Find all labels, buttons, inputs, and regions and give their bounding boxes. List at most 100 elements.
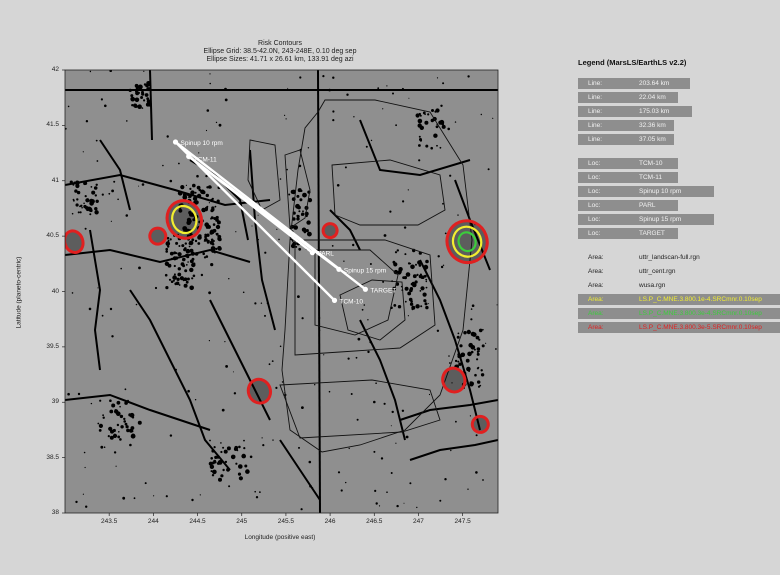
terrain-dot (382, 108, 384, 110)
terrain-dot (254, 490, 256, 493)
terrain-dot (238, 464, 243, 469)
terrain-dot (224, 460, 228, 464)
legend-key: Loc: (588, 188, 601, 195)
terrain-dot (102, 414, 104, 417)
terrain-dot (123, 420, 126, 423)
terrain-dot (135, 91, 140, 96)
y-tick-label: 41 (51, 176, 59, 184)
terrain-dot (414, 280, 418, 284)
trajectory-points: Spinup 10 rpm TCM-11 PARL Spinup 15 rpm TARG… (172, 139, 396, 305)
terrain-dot (466, 329, 471, 335)
terrain-dot (262, 444, 265, 447)
terrain-dot (299, 198, 303, 202)
terrain-dot (178, 284, 181, 286)
terrain-dot (396, 504, 399, 508)
terrain-dot (140, 96, 144, 99)
terrain-dot (266, 302, 269, 305)
chart-subtitle-2: Ellipse Sizes: 41.71 x 26.61 km, 133.91 … (206, 56, 354, 63)
terrain-dot (370, 139, 373, 142)
terrain-dot (194, 191, 197, 194)
terrain-dot (261, 437, 263, 439)
terrain-dot (72, 183, 75, 186)
terrain-dot (214, 455, 218, 459)
terrain-dot (115, 465, 117, 467)
terrain-dot (401, 87, 404, 90)
terrain-dot (233, 455, 236, 457)
terrain-dot (419, 125, 424, 130)
terrain-dot (134, 97, 140, 103)
chart-subtitle-1: Ellipse Grid: 38.5-42.0N, 243-248E, 0.10… (203, 48, 357, 55)
terrain-dot (392, 92, 394, 95)
terrain-dot (467, 351, 472, 357)
risk-contour-red (441, 366, 467, 394)
terrain-dot (470, 350, 474, 354)
legend-value: uttr_cent.rgn (639, 268, 676, 275)
terrain-dot (84, 195, 87, 198)
legend-key: Area: (588, 310, 604, 317)
terrain-dot (411, 308, 414, 311)
terrain-dot (482, 328, 484, 331)
terrain-dot (204, 222, 209, 227)
point-marker (331, 297, 338, 303)
terrain-dot (141, 92, 145, 96)
terrain-dot (475, 335, 480, 340)
terrain-road (99, 139, 131, 211)
terrain-dot (74, 180, 80, 186)
terrain-dot (475, 434, 478, 437)
terrain-dot (217, 246, 222, 250)
terrain-dot (190, 190, 195, 195)
terrain-dot (222, 468, 225, 472)
x-tick-label: 245.5 (277, 518, 295, 525)
legend-value: wusa.rgn (639, 282, 666, 289)
terrain-dot (298, 210, 301, 213)
legend-entry: Area: uttr_landscan-full.rgn (578, 252, 778, 264)
terrain-dot (224, 87, 227, 91)
terrain-dot (205, 174, 208, 178)
terrain-dot (322, 75, 325, 78)
terrain-dot (425, 286, 428, 289)
legend-swatch (578, 308, 780, 319)
terrain-dot (87, 206, 92, 211)
terrain-dot (183, 247, 187, 250)
legend-swatch (578, 78, 690, 89)
risk-contours (65, 199, 490, 434)
terrain-dot (179, 276, 184, 281)
terrain-dot (102, 416, 105, 419)
terrain-dot (474, 373, 477, 377)
y-tick-label: 40 (51, 287, 59, 295)
terrain-dot (196, 185, 201, 190)
terrain-dot (418, 159, 421, 162)
terrain-dot (369, 263, 372, 265)
terrain-dot (190, 251, 195, 256)
x-tick-label: 244.5 (189, 518, 206, 525)
terrain-dot (440, 104, 443, 108)
terrain-dot (189, 267, 194, 273)
terrain-dot (200, 273, 204, 277)
legend-swatch (578, 92, 678, 103)
terrain-dot (201, 207, 206, 213)
terrain-dot (186, 220, 191, 225)
terrain-dot (182, 257, 186, 262)
terrain-dot (290, 238, 293, 241)
legend-swatch (578, 228, 678, 239)
terrain-dot (374, 489, 377, 492)
terrain-dot (365, 145, 368, 148)
terrain-dot (332, 76, 335, 79)
terrain-dot (302, 210, 304, 213)
terrain-dot (307, 231, 312, 237)
legend-key: Line: (588, 122, 603, 129)
legend-swatch (578, 186, 714, 197)
terrain-dot (224, 98, 228, 102)
terrain-dot (377, 87, 380, 90)
terrain-dot (172, 275, 177, 280)
region-outline (279, 379, 441, 439)
terrain-dot (194, 239, 198, 243)
terrain-dot (367, 350, 370, 354)
terrain-dot (233, 392, 237, 395)
terrain-dot (393, 262, 398, 267)
terrain-dot (154, 286, 158, 290)
terrain-dot (244, 464, 248, 468)
terrain-dot (111, 335, 114, 338)
terrain-dot (476, 352, 480, 356)
